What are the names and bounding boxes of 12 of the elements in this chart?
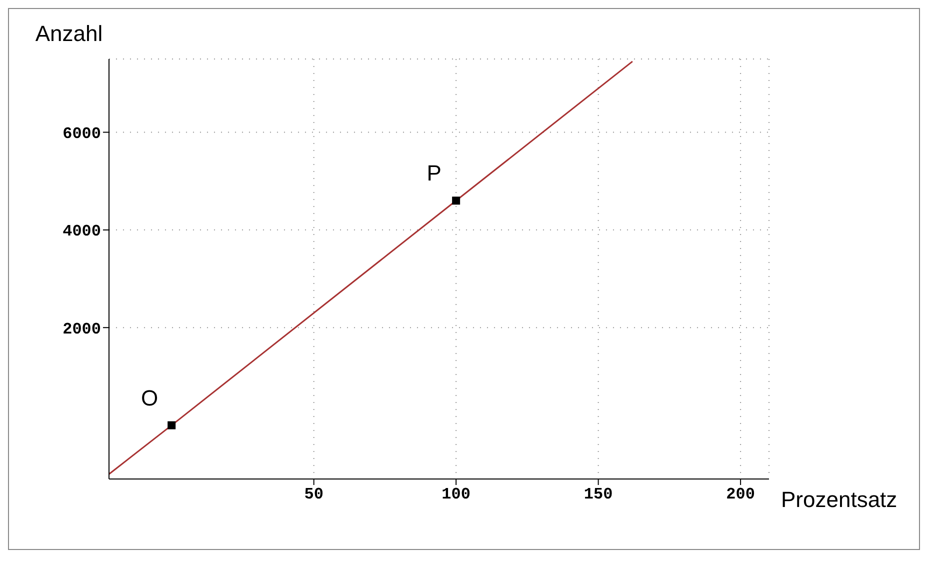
annotation: O xyxy=(141,385,158,410)
x-tick-label: 200 xyxy=(726,485,755,504)
y-axis-title: Anzahl xyxy=(35,21,103,46)
x-tick-label: 100 xyxy=(442,485,470,504)
annotation: P xyxy=(426,160,442,186)
y-tick-label: 4000 xyxy=(62,222,101,241)
x-tick-label: 150 xyxy=(584,485,613,504)
x-axis-title: Prozentsatz xyxy=(781,486,898,512)
line-series xyxy=(109,60,634,475)
y-tick-label: 6000 xyxy=(62,124,101,143)
y-tick-label: 2000 xyxy=(62,320,101,338)
x-tick-label: 50 xyxy=(304,485,324,504)
